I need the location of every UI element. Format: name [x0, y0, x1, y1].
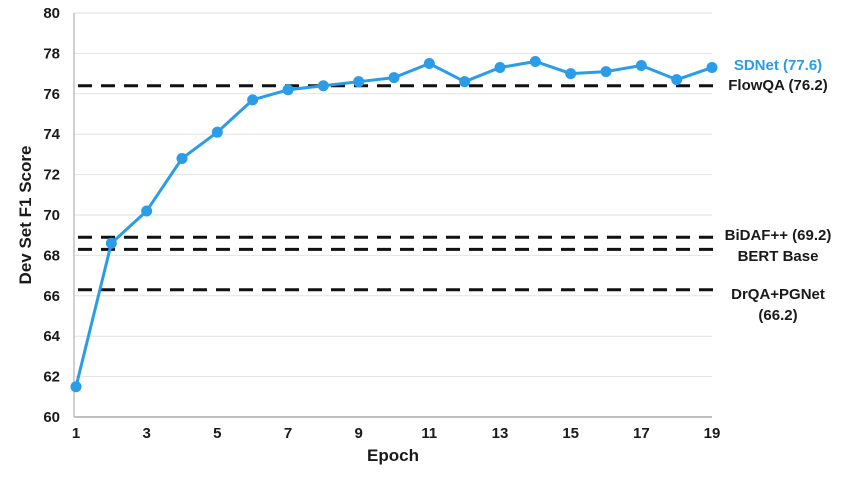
- series-marker-sdnet-epoch-4: [176, 152, 188, 164]
- series-marker-sdnet-epoch-8: [317, 80, 329, 92]
- series-marker-sdnet-epoch-1: [70, 381, 82, 393]
- y-tick-label: 60: [43, 409, 60, 426]
- y-tick-label: 74: [43, 126, 60, 143]
- series-marker-sdnet-epoch-10: [388, 72, 400, 84]
- series-marker-sdnet-epoch-3: [141, 205, 153, 217]
- series-marker-sdnet-epoch-14: [529, 55, 541, 67]
- series-marker-sdnet-epoch-5: [211, 126, 223, 138]
- x-tick-label: 9: [354, 425, 362, 442]
- x-tick-label: 13: [492, 425, 509, 442]
- series-marker-sdnet-epoch-18: [671, 74, 683, 86]
- y-axis-title: Dev Set F1 Score: [16, 145, 35, 285]
- baseline-label-drqa-line1: DrQA+PGNet: [731, 286, 825, 303]
- x-tick-label: 1: [72, 425, 80, 442]
- baseline-label-bidaf: BiDAF++ (69.2): [724, 227, 832, 244]
- x-tick-label: 19: [704, 425, 721, 442]
- y-tick-label: 66: [43, 288, 60, 305]
- series-marker-sdnet-epoch-7: [282, 84, 294, 96]
- x-tick-label: 17: [633, 425, 650, 442]
- y-tick-label: 68: [43, 247, 60, 264]
- x-tick-label: 5: [213, 425, 221, 442]
- baseline-label-flowqa: FlowQA (76.2): [728, 77, 828, 94]
- series-line-sdnet: [74, 59, 714, 389]
- series-marker-sdnet-epoch-12: [459, 76, 471, 88]
- series-marker-sdnet-epoch-9: [353, 76, 365, 88]
- series-marker-sdnet-epoch-6: [247, 94, 259, 106]
- y-tick-label: 80: [43, 5, 60, 22]
- series-marker-sdnet-epoch-19: [706, 62, 718, 74]
- baseline-label-drqa-line2: (66.2): [758, 307, 798, 324]
- x-tick-label: 15: [562, 425, 579, 442]
- x-tick-label: 7: [284, 425, 292, 442]
- y-tick-label: 62: [43, 369, 60, 386]
- y-tick-label: 64: [43, 328, 60, 345]
- series-marker-sdnet-epoch-17: [635, 60, 647, 72]
- x-tick-label: 3: [142, 425, 150, 442]
- series-label-sdnet: SDNet (77.6): [733, 57, 823, 74]
- baseline-label-drqa: DrQA+PGNet (66.2): [718, 284, 838, 326]
- baseline-label-bert: BERT Base: [737, 248, 819, 265]
- series-marker-sdnet-epoch-11: [423, 58, 435, 69]
- y-tick-label: 78: [43, 45, 60, 62]
- y-tick-label: 72: [43, 167, 60, 184]
- series-marker-sdnet-epoch-16: [600, 66, 612, 78]
- x-tick-label: 11: [421, 425, 437, 442]
- y-tick-label: 76: [43, 86, 60, 103]
- series-marker-sdnet-epoch-15: [565, 68, 577, 80]
- x-axis-title: Epoch: [367, 446, 419, 465]
- series-marker-sdnet-epoch-2: [105, 237, 117, 249]
- y-tick-label: 70: [43, 207, 60, 224]
- series-marker-sdnet-epoch-13: [494, 62, 506, 74]
